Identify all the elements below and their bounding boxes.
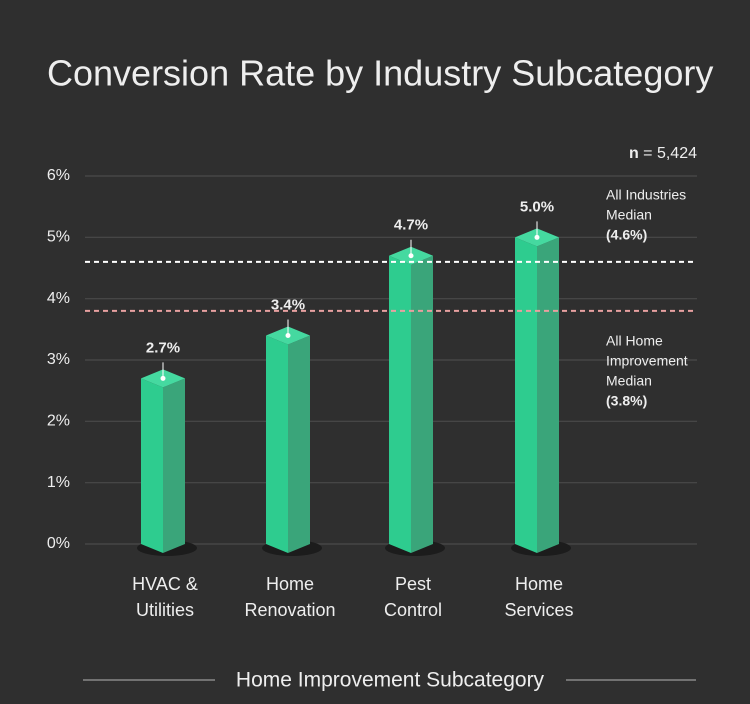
value-dot: [408, 253, 414, 259]
reference-label: All Industries: [606, 187, 686, 203]
bar-front: [389, 255, 411, 553]
y-tick-label: 5%: [47, 229, 70, 246]
y-tick-label: 2%: [47, 413, 70, 430]
value-dot: [534, 234, 540, 240]
y-tick-label: 4%: [47, 290, 70, 307]
sample-size: n = 5,424: [629, 145, 697, 162]
bar-front: [266, 335, 288, 553]
bar-side: [163, 378, 185, 553]
x-tick-label: Home: [266, 574, 314, 594]
reference-value: (4.6%): [606, 227, 647, 243]
x-tick-label: Control: [384, 600, 442, 620]
value-label: 5.0%: [520, 198, 554, 215]
reference-label: Improvement: [606, 353, 688, 369]
bar-side: [288, 335, 310, 553]
x-tick-label: Renovation: [244, 600, 335, 620]
x-tick-label: HVAC &: [132, 574, 198, 594]
reference-value: (3.8%): [606, 393, 647, 409]
value-label: 2.7%: [146, 339, 180, 356]
bar-front: [141, 378, 163, 553]
bar-front: [515, 237, 537, 554]
x-tick-label: Home: [515, 574, 563, 594]
x-tick-label: Utilities: [136, 600, 194, 620]
reference-label: All Home: [606, 333, 663, 349]
value-dot: [160, 375, 166, 381]
bar-side: [411, 255, 433, 553]
y-tick-label: 0%: [47, 535, 70, 552]
x-axis-label: Home Improvement Subcategory: [236, 669, 545, 692]
chart-title: Conversion Rate by Industry Subcategory: [47, 53, 713, 94]
y-tick-label: 6%: [47, 167, 70, 184]
y-tick-label: 1%: [47, 474, 70, 491]
reference-label: Median: [606, 373, 652, 389]
bar-side: [537, 237, 559, 554]
value-label: 4.7%: [394, 217, 428, 234]
sample-value: = 5,424: [643, 145, 697, 162]
value-dot: [285, 332, 291, 338]
sample-key: n: [629, 145, 639, 162]
x-tick-label: Pest: [395, 574, 431, 594]
x-tick-label: Services: [504, 600, 573, 620]
reference-label: Median: [606, 207, 652, 223]
y-tick-label: 3%: [47, 351, 70, 368]
value-label: 3.4%: [271, 296, 305, 313]
